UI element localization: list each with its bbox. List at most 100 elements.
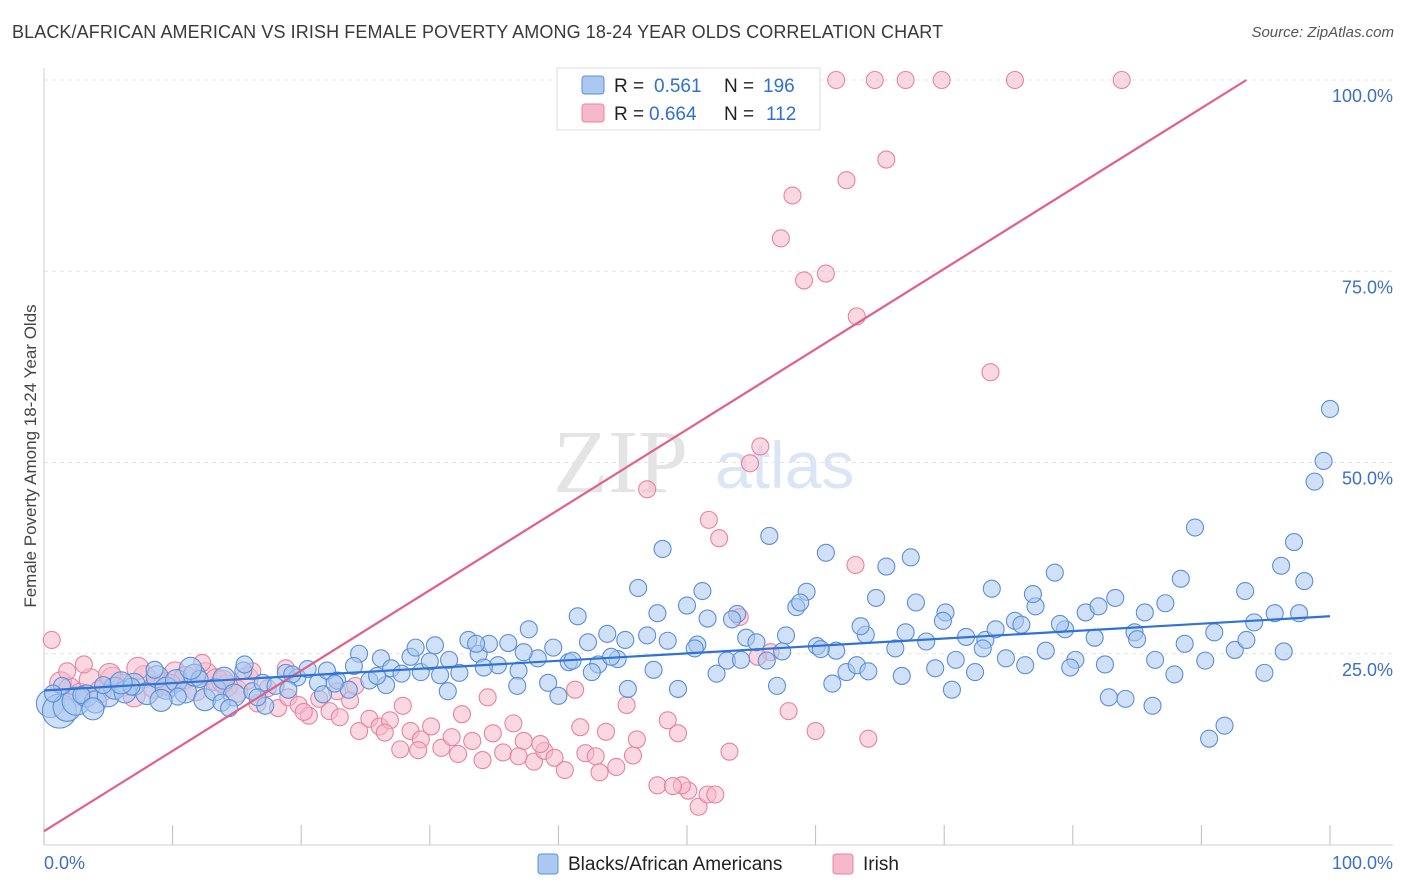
bottom-legend-swatch-pink (832, 853, 854, 875)
blacks-point (1095, 655, 1114, 674)
irish-point (648, 776, 667, 795)
irish-point (483, 724, 502, 743)
irish-point (699, 510, 718, 529)
blacks-point (474, 658, 493, 677)
irish-trend-line (43, 79, 1247, 833)
blacks-point (776, 626, 796, 645)
blacks-point (1314, 451, 1333, 471)
irish-point (706, 785, 725, 804)
blacks-point (886, 639, 905, 658)
blacks-point (582, 663, 601, 682)
irish-point (720, 742, 739, 761)
irish-point (1112, 70, 1131, 90)
irish-point (663, 777, 682, 796)
watermark-atlas: atlas (715, 428, 854, 502)
blacks-point (440, 650, 459, 669)
irish-point (751, 437, 770, 456)
blacks-point (1175, 634, 1194, 653)
blacks-point (1245, 613, 1264, 632)
irish-point (617, 695, 636, 715)
blacks-point (811, 640, 830, 659)
y-tick-label-75: 75.0% (1342, 277, 1393, 297)
irish-point (771, 229, 790, 248)
irish-point (555, 760, 574, 780)
blacks-point (1236, 581, 1255, 601)
blacks-point (425, 636, 444, 655)
blacks-point (917, 632, 936, 651)
blacks-point (212, 666, 236, 690)
blacks-point (1295, 572, 1314, 591)
blacks-point (1099, 688, 1118, 707)
irish-point (449, 744, 468, 764)
y-tick-label-50: 50.0% (1342, 469, 1393, 489)
blacks-point (406, 638, 425, 657)
irish-point (623, 746, 643, 765)
blacks-point (966, 663, 985, 682)
blacks-point (43, 684, 63, 703)
irish-point (794, 271, 814, 290)
chart-title: BLACK/AFRICAN AMERICAN VS IRISH FEMALE P… (12, 22, 944, 42)
blacks-point (1156, 594, 1175, 613)
blacks-point (791, 593, 810, 612)
blacks-point (1116, 689, 1135, 708)
irish-point (877, 150, 896, 169)
blacks-point (1012, 615, 1031, 634)
blacks-point (648, 604, 667, 623)
blacks-point (578, 633, 598, 652)
blacks-point (866, 588, 886, 607)
blacks-point (616, 630, 635, 650)
blacks-point (220, 699, 239, 718)
y-tick-label-100: 100.0% (1332, 86, 1393, 106)
irish-point (859, 729, 878, 748)
blacks-point (145, 660, 164, 679)
irish-point (596, 722, 616, 741)
blacks-point (549, 686, 568, 705)
legend-r-label-2: R = (614, 104, 644, 125)
y-tick-label-25: 25.0% (1342, 660, 1393, 680)
irish-point (545, 748, 564, 767)
irish-point (896, 70, 915, 90)
irish-point (350, 721, 369, 741)
irish-point (827, 70, 846, 90)
blacks-point (544, 638, 563, 657)
blacks-trend-line (43, 615, 1331, 692)
blacks-point (1016, 656, 1035, 675)
blacks-point (996, 649, 1015, 668)
watermark-zip: ZIP (553, 413, 688, 512)
blacks-point (693, 581, 712, 601)
irish-point (865, 70, 884, 90)
blacks-point (1128, 630, 1147, 649)
blacks-point (926, 659, 945, 678)
legend-r-value-1: 0.561 (654, 76, 702, 97)
blacks-point (1274, 642, 1293, 661)
blacks-point (851, 617, 870, 636)
bottom-legend-swatch-blue (537, 853, 559, 875)
watermark: ZIP atlas (553, 413, 854, 512)
irish-point (566, 680, 585, 699)
blacks-point (514, 643, 533, 662)
irish-point (740, 454, 760, 473)
blacks-point (1061, 658, 1080, 677)
blacks-point (767, 676, 787, 695)
blacks-point (747, 633, 766, 652)
gridlines (44, 79, 1393, 655)
blacks-point (235, 655, 254, 674)
irish-point (607, 757, 626, 777)
irish-point (478, 688, 497, 707)
blacks-point (1200, 729, 1219, 748)
blacks-point (986, 620, 1005, 639)
blacks-point (1165, 665, 1184, 684)
blacks-point (877, 557, 896, 576)
irish-point (473, 751, 492, 770)
blacks-point (179, 656, 203, 680)
legend-r-label-1: R = (614, 76, 644, 97)
irish-point (932, 70, 951, 90)
blacks-point (677, 596, 697, 615)
blacks-point (629, 578, 648, 598)
irish-point (514, 731, 533, 751)
blacks-point (982, 579, 1001, 598)
blacks-point (653, 539, 672, 558)
irish-point (294, 702, 313, 721)
irish-point (837, 171, 856, 190)
